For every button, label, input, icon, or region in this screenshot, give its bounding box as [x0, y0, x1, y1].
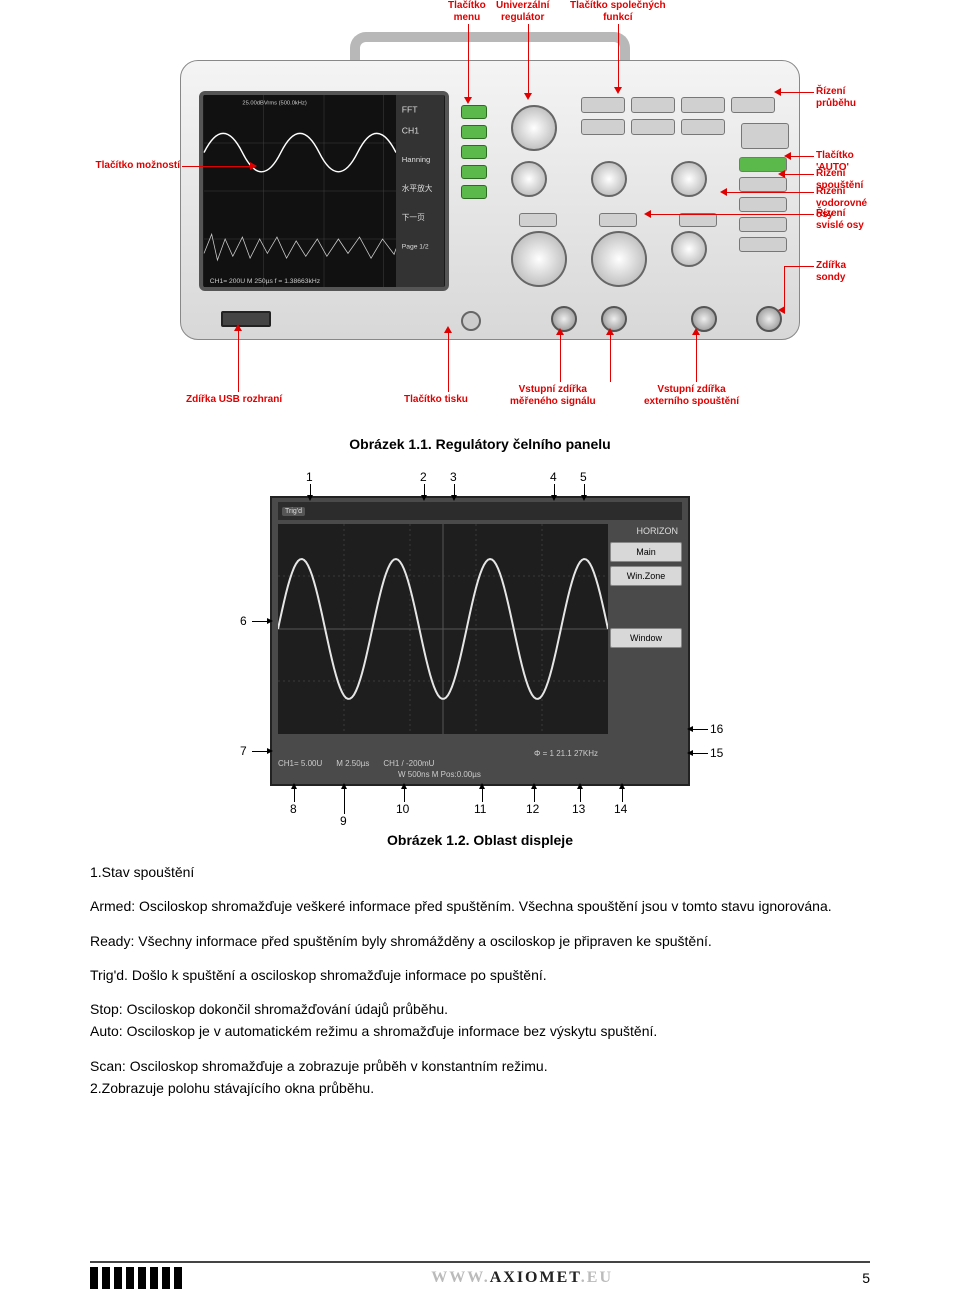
- screen-side-5: Page 1/2: [402, 244, 429, 251]
- display-panel: Trig'd HORIZON Main Win.Zone: [270, 496, 690, 786]
- n3: 3: [450, 470, 457, 484]
- caption-1-2: Obrázek 1.2. Oblast displeje: [90, 832, 870, 848]
- figure-1-2: Trig'd HORIZON Main Win.Zone: [200, 466, 760, 826]
- n14: 14: [614, 802, 627, 816]
- figure-1-1: FFT CH1 Hanning 水平放大 下一页 Page 1/2 CH1= 2…: [90, 0, 870, 430]
- ann-vaxis: Řízení svislé osy: [816, 208, 870, 231]
- ann-run: Řízení průběhu: [816, 86, 870, 109]
- n1: 1: [306, 470, 313, 484]
- para-trigd: Trig'd. Došlo k spuštění a osciloskop sh…: [90, 965, 870, 985]
- para-auto: Auto: Osciloskop je v automatickém režim…: [90, 1021, 870, 1041]
- side-btn-main: Main: [610, 542, 682, 562]
- waveform-area: [278, 524, 608, 734]
- ann-probe: Zdířka sondy: [816, 260, 870, 283]
- line-1: 1.Stav spouštění: [90, 862, 870, 882]
- page-number: 5: [862, 1270, 870, 1286]
- n15: 15: [710, 746, 723, 760]
- side-btn-window: Window: [610, 628, 682, 648]
- n5: 5: [580, 470, 587, 484]
- run-stop-button: [741, 123, 789, 149]
- print-button-phys: [461, 311, 481, 331]
- top-button-row: [581, 97, 781, 113]
- universal-knob: [511, 105, 557, 151]
- n11: 11: [474, 802, 486, 816]
- ann-options: Tlačítko možností: [90, 160, 180, 172]
- screen-side-3: 水平放大: [402, 183, 433, 193]
- scope-screen: FFT CH1 Hanning 水平放大 下一页 Page 1/2 CH1= 2…: [199, 91, 449, 291]
- footer-url: WWW.AXIOMET.EU: [431, 1269, 613, 1287]
- display-side-menu: HORIZON Main Win.Zone Window: [610, 524, 682, 652]
- bot-2b: M 2.50µs: [336, 759, 369, 769]
- screen-side-2: Hanning: [402, 155, 431, 164]
- top-tag: Trig'd: [282, 507, 305, 516]
- screen-side-1: CH1: [402, 125, 419, 135]
- n13: 13: [572, 802, 585, 816]
- ann-ext: Vstupní zdířkaexterního spouštění: [644, 384, 739, 407]
- para-armed: Armed: Osciloskop shromažďuje veškeré in…: [90, 896, 870, 916]
- ann-usb: Zdířka USB rozhraní: [186, 394, 282, 406]
- n10: 10: [396, 802, 409, 816]
- body-text: 1.Stav spouštění Armed: Osciloskop shrom…: [90, 862, 870, 1098]
- n6: 6: [240, 614, 247, 628]
- screen-top: 25.00dBVrms (500.0kHz): [242, 101, 306, 107]
- ann-menu: Tlačítkomenu: [448, 0, 486, 23]
- ann-univ: Univerzálníregulátor: [496, 0, 549, 23]
- usb-port: [221, 311, 271, 327]
- footer-bars-icon: [90, 1267, 182, 1289]
- n12: 12: [526, 802, 539, 816]
- para-stop: Stop: Osciloskop dokončil shromažďování …: [90, 999, 870, 1019]
- para-scan: Scan: Osciloskop shromažďuje a zobrazuje…: [90, 1056, 870, 1076]
- screen-bottom: CH1= 200U M 250µs f = 1.38663kHz: [210, 278, 321, 285]
- bot-2c: CH1 / -200mU: [383, 759, 434, 769]
- bnc-ch2: [601, 306, 627, 332]
- para-2: 2.Zobrazuje polohu stávajícího okna průb…: [90, 1078, 870, 1098]
- bnc-ch1: [551, 306, 577, 332]
- page-footer: WWW.AXIOMET.EU 5: [0, 1261, 960, 1289]
- ann-print: Tlačítko tisku: [404, 394, 468, 406]
- bot-line1: Φ = 1 21.1 27KHz: [278, 749, 682, 759]
- para-ready: Ready: Všechny informace před spuštěním …: [90, 931, 870, 951]
- ann-common: Tlačítko společnýchfunkcí: [570, 0, 666, 23]
- bot-line3: W 500ns M Pos:0.00µs: [278, 770, 682, 780]
- n7: 7: [240, 744, 247, 758]
- n8: 8: [290, 802, 297, 816]
- screen-side-0: FFT: [402, 104, 419, 114]
- side-title: HORIZON: [610, 524, 682, 538]
- side-btn-winzone: Win.Zone: [610, 566, 682, 586]
- n9: 9: [340, 814, 347, 828]
- display-bottom: Φ = 1 21.1 27KHz CH1= 5.00U M 2.50µs CH1…: [278, 749, 682, 780]
- bot-2a: CH1= 5.00U: [278, 759, 322, 769]
- caption-1-1: Obrázek 1.1. Regulátory čelního panelu: [90, 436, 870, 452]
- screen-side-4: 下一页: [402, 213, 425, 222]
- n4: 4: [550, 470, 557, 484]
- menu-buttons: [461, 105, 491, 205]
- ann-sigin: Vstupní zdířkaměřeného signálu: [510, 384, 596, 407]
- oscilloscope-body: FFT CH1 Hanning 水平放大 下一页 Page 1/2 CH1= 2…: [180, 60, 800, 340]
- display-top-bar: Trig'd: [278, 502, 682, 520]
- control-knobs: [511, 161, 731, 291]
- n16: 16: [710, 722, 723, 736]
- n2: 2: [420, 470, 427, 484]
